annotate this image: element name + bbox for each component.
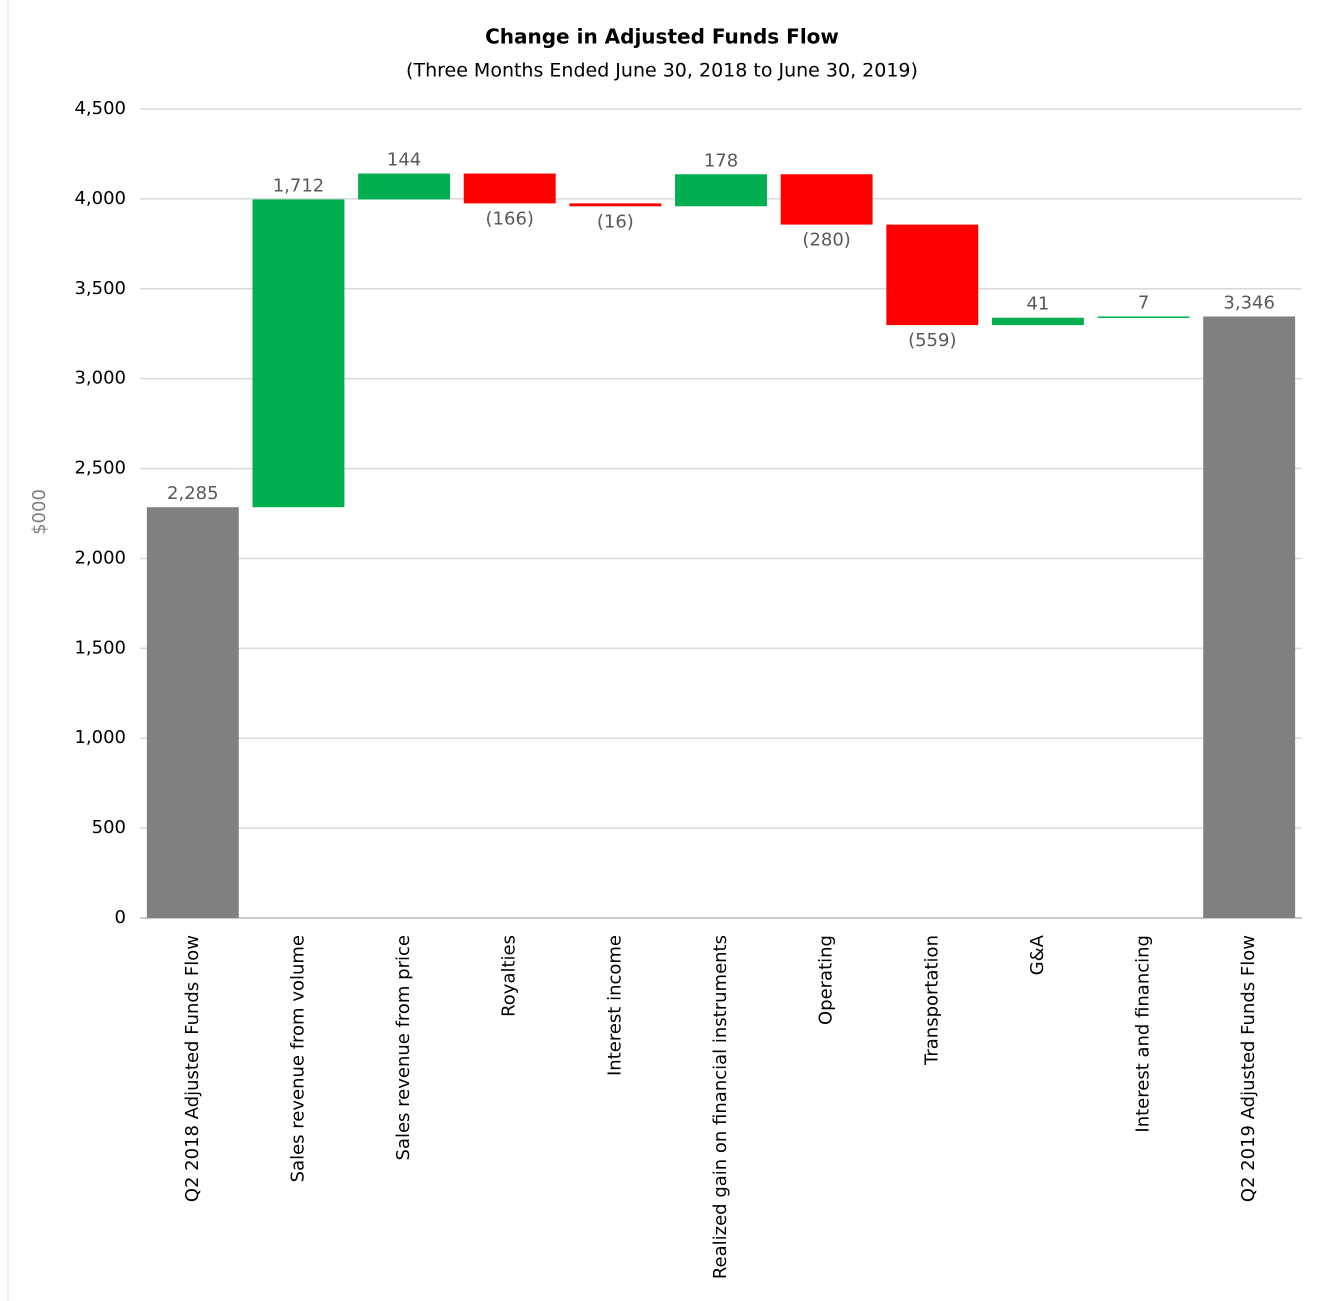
bar bbox=[675, 174, 767, 207]
x-tick-label: Interest income bbox=[604, 935, 625, 1076]
value-label: 41 bbox=[1026, 294, 1049, 315]
y-axis-label: $000 bbox=[29, 489, 50, 535]
bar bbox=[1203, 316, 1296, 918]
y-tick-label: 2,500 bbox=[74, 458, 126, 479]
value-label: (16) bbox=[597, 211, 634, 232]
value-label: (280) bbox=[802, 230, 850, 251]
value-label: 3,346 bbox=[1223, 292, 1275, 313]
bar bbox=[252, 199, 345, 508]
x-tick-label: G&A bbox=[1027, 934, 1048, 975]
value-label: 1,712 bbox=[273, 175, 325, 196]
x-tick-label: Q2 2019 Adjusted Funds Flow bbox=[1238, 935, 1259, 1202]
bar bbox=[780, 174, 873, 225]
y-tick-label: 4,000 bbox=[74, 188, 126, 209]
y-tick-label: 3,500 bbox=[74, 278, 126, 299]
bar bbox=[146, 507, 239, 918]
y-tick-label: 1,500 bbox=[74, 637, 126, 658]
y-tick-label: 0 bbox=[115, 907, 126, 928]
value-label: 178 bbox=[704, 150, 738, 171]
value-label: 7 bbox=[1138, 292, 1149, 313]
x-tick-label: Sales revenue from price bbox=[393, 935, 414, 1160]
value-label: (559) bbox=[908, 330, 956, 351]
value-label: (166) bbox=[486, 208, 534, 229]
x-tick-label: Transportation bbox=[921, 935, 942, 1066]
chart-title: Change in Adjusted Funds Flow bbox=[485, 25, 839, 49]
y-tick-label: 4,500 bbox=[74, 98, 126, 119]
bar bbox=[991, 317, 1084, 326]
bar bbox=[463, 173, 556, 204]
x-tick-label: Royalties bbox=[499, 935, 520, 1017]
y-tick-label: 2,000 bbox=[74, 547, 126, 568]
bar bbox=[569, 203, 662, 207]
bar bbox=[886, 224, 979, 326]
bar bbox=[358, 173, 451, 200]
x-tick-label: Interest and financing bbox=[1133, 935, 1154, 1133]
y-tick-label: 3,000 bbox=[74, 368, 126, 389]
y-tick-label: 1,000 bbox=[74, 727, 126, 748]
chart-subtitle: (Three Months Ended June 30, 2018 to Jun… bbox=[406, 60, 918, 82]
x-tick-label: Operating bbox=[816, 935, 837, 1025]
value-label: 2,285 bbox=[167, 483, 219, 504]
x-tick-label: Realized gain on financial instruments bbox=[710, 935, 731, 1279]
y-tick-label: 500 bbox=[92, 817, 126, 838]
bar bbox=[1097, 316, 1190, 318]
x-tick-label: Sales revenue from volume bbox=[287, 935, 308, 1182]
x-tick-label: Q2 2018 Adjusted Funds Flow bbox=[182, 935, 203, 1202]
value-label: 144 bbox=[387, 150, 421, 171]
